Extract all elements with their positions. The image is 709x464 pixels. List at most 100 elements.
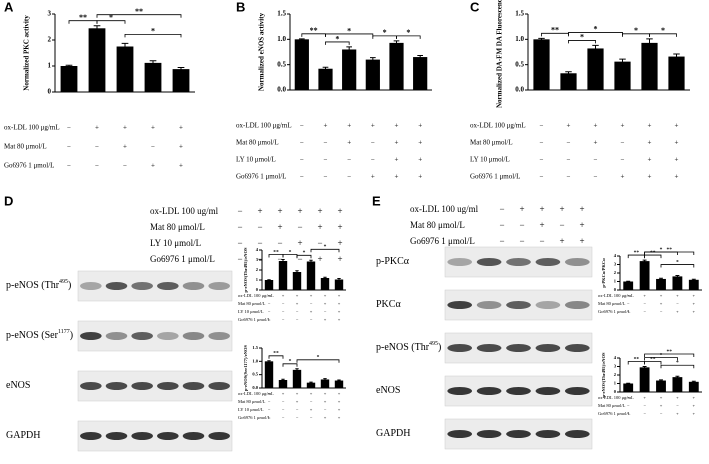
condition-label: ox-LDL 100 μg/mL — [238, 293, 274, 298]
significance-bracket — [644, 254, 662, 259]
condition-sign: + — [310, 293, 313, 298]
condition-sign: + — [579, 236, 584, 246]
error-bar — [642, 259, 647, 263]
error-bar — [646, 38, 653, 47]
blot-label-part: ) — [70, 330, 73, 341]
blot-band — [157, 332, 179, 340]
significance-label: * — [151, 27, 155, 36]
panel-letter: A — [4, 0, 14, 14]
error-bar — [417, 55, 424, 59]
condition-sign: − — [237, 254, 242, 264]
y-axis-label: Normalized PKC activity — [23, 15, 31, 91]
blot-label: eNOS — [6, 380, 30, 391]
condition-sign: − — [300, 122, 304, 130]
y-tick-label: 2 — [614, 270, 617, 275]
significance-label: ** — [666, 247, 672, 253]
condition-sign: − — [324, 139, 328, 147]
significance-label: * — [676, 259, 679, 265]
significance-label: ** — [650, 356, 656, 362]
blot-band — [535, 430, 561, 438]
blot-band — [564, 258, 590, 266]
condition-sign: − — [627, 293, 630, 298]
condition-sign: − — [277, 238, 282, 248]
significance-label: * — [580, 33, 584, 42]
condition-label: Go6976 1 μmol/L — [4, 162, 54, 170]
blot-band — [564, 430, 590, 438]
condition-sign: − — [268, 399, 271, 404]
condition-label: Go6976 1 μmol/L — [470, 173, 520, 181]
condition-sign: + — [676, 411, 679, 416]
condition-label: Mat 80 μmol/L — [470, 139, 513, 147]
y-tick-label: 4 — [614, 253, 617, 258]
condition-sign: + — [338, 399, 341, 404]
condition-sign: + — [337, 254, 342, 264]
blot-band — [564, 387, 590, 395]
bar — [264, 280, 274, 290]
error-bar — [346, 46, 353, 52]
y-axis-label: Normalized DA-FM DA Fluorescence — [496, 0, 504, 108]
y-tick-label: 0.5 — [515, 60, 524, 68]
blot-band — [476, 430, 502, 438]
blot-band — [80, 332, 102, 340]
significance-bracket — [282, 363, 298, 367]
condition-sign: + — [151, 124, 155, 132]
blot-band — [157, 382, 179, 390]
bar — [172, 69, 190, 92]
error-bar — [369, 57, 376, 62]
condition-sign: − — [237, 206, 242, 216]
condition-sign: + — [579, 220, 584, 230]
bar — [688, 381, 699, 392]
condition-sign: + — [660, 403, 663, 408]
condition-label: LY 10 μmol/L — [236, 156, 276, 164]
significance-label: * — [661, 26, 665, 35]
significance-label: * — [660, 352, 663, 358]
condition-sign: + — [282, 293, 285, 298]
blot-band — [131, 432, 153, 440]
significance-label: ** — [666, 349, 672, 355]
condition-sign: − — [519, 236, 524, 246]
condition-label: ox-LDL 100 μg/mL — [236, 122, 292, 130]
significance-bracket — [660, 364, 695, 369]
bar — [639, 367, 650, 392]
condition-sign: − — [257, 254, 262, 264]
blot-band — [506, 430, 531, 438]
condition-sign: + — [282, 391, 285, 396]
condition-sign: − — [282, 317, 285, 322]
y-tick-label: 1.0 — [277, 35, 286, 43]
condition-sign: − — [268, 317, 271, 322]
condition-sign: − — [300, 173, 304, 181]
error-bar — [309, 381, 313, 384]
condition-label: ox-LDL 100 ug/ml — [410, 204, 479, 214]
condition-sign: − — [317, 238, 322, 248]
blot-label-part: p-PKCα — [376, 256, 410, 267]
condition-sign: − — [297, 222, 302, 232]
condition-sign: + — [310, 407, 313, 412]
condition-sign: + — [317, 206, 322, 216]
bar — [60, 66, 78, 92]
condition-sign: − — [282, 399, 285, 404]
blot-band — [476, 301, 502, 309]
condition-sign: − — [268, 415, 271, 420]
condition-sign: + — [371, 173, 375, 181]
blot-label-part: eNOS — [6, 380, 30, 391]
bar — [560, 73, 577, 90]
y-tick-label: 2 — [256, 267, 259, 272]
blot-band — [208, 382, 230, 390]
condition-sign: − — [296, 415, 299, 420]
bar — [641, 42, 658, 90]
blot-band — [564, 344, 590, 352]
y-tick-label: 1 — [614, 279, 617, 284]
blot-band — [105, 382, 128, 390]
blot-band — [157, 282, 179, 290]
condition-sign: − — [676, 301, 679, 306]
blot-label: PKCα — [376, 299, 401, 310]
condition-sign: + — [338, 415, 341, 420]
bar — [623, 383, 634, 392]
condition-sign: − — [559, 220, 564, 230]
error-bar — [149, 60, 157, 65]
condition-sign: + — [660, 301, 663, 306]
condition-sign: + — [660, 395, 663, 400]
blot-label-part: ) — [438, 342, 441, 353]
y-tick-label: 0 — [614, 389, 617, 394]
